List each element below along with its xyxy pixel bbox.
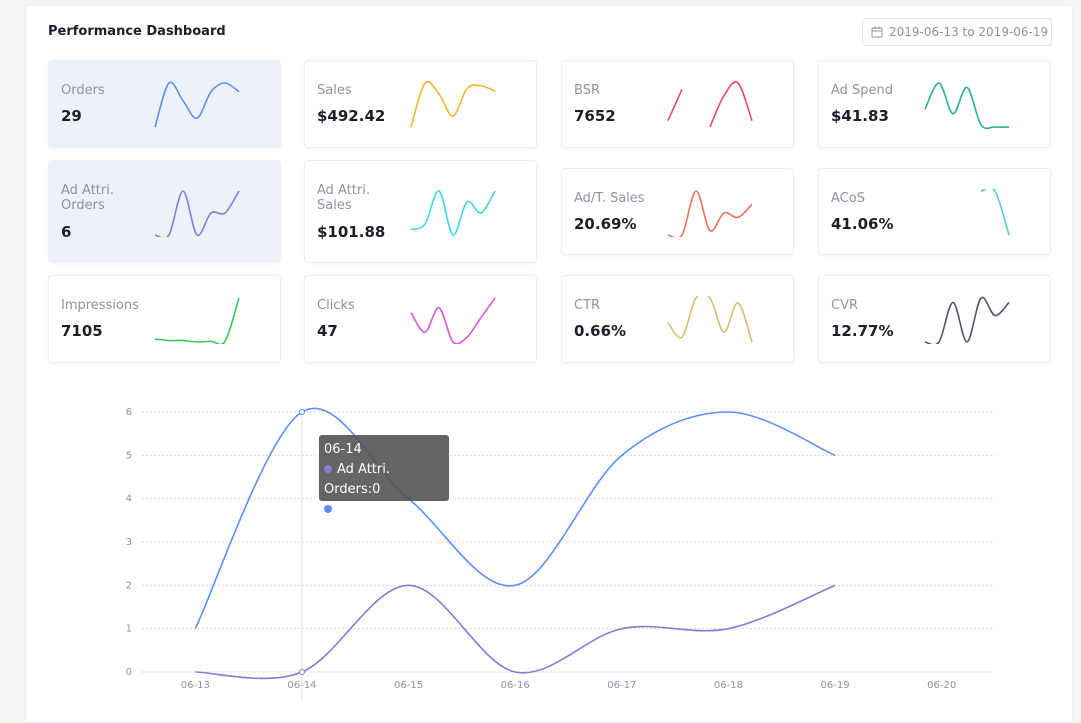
tooltip: 06-14 Ad Attri. Orders:0 Orders:6 — [319, 435, 449, 517]
metric-card[interactable]: CTR 0.66% — [561, 275, 794, 363]
metric-card[interactable]: Impressions 7105 — [48, 275, 281, 363]
sparkline-path — [667, 189, 753, 237]
chart: 0 1 2 3 4 5 6 06-13 06-14 06-15 06-16 06-17 06-18 06-… — [126, 407, 995, 700]
sparkline — [154, 297, 240, 344]
y-tick-label: 2 — [126, 580, 132, 591]
sparkline-path — [410, 189, 496, 236]
sparkline — [980, 188, 1010, 235]
metric-value: $101.88 — [317, 223, 386, 241]
date-range-text: 2019-06-13 to 2019-06-19 — [889, 25, 1049, 39]
x-tick-label: 06-13 — [181, 680, 210, 691]
metric-card[interactable]: Orders 29 — [48, 60, 281, 148]
sparkline — [154, 81, 240, 128]
metric-label: Ad Spend — [831, 83, 894, 98]
metric-card[interactable]: Ad/T. Sales 20.69% — [561, 168, 794, 255]
metric-value: 29 — [61, 107, 82, 125]
metric-value: 0.66% — [574, 322, 627, 340]
sparkline — [667, 296, 753, 343]
dashboard-title: Performance Dashboard — [48, 24, 226, 39]
y-tick-label: 3 — [126, 537, 132, 548]
sparkline-path — [154, 189, 240, 237]
sparkline — [154, 189, 240, 237]
metric-label: Sales — [317, 83, 352, 98]
metric-value: 47 — [317, 322, 338, 340]
metric-card[interactable]: BSR 7652 — [561, 60, 794, 148]
y-tick-label: 4 — [126, 494, 132, 505]
metric-label: Ad Attri. Sales — [317, 183, 370, 213]
y-tick-label: 5 — [126, 450, 132, 461]
hover-point — [298, 409, 305, 415]
sparkline — [924, 82, 1010, 129]
sparkline-path — [410, 297, 496, 344]
metric-card[interactable]: Ad Attri. Orders 6 — [48, 160, 281, 263]
metric-card[interactable]: Ad Spend $41.83 — [818, 60, 1051, 148]
metric-card[interactable]: Sales $492.42 — [304, 60, 537, 148]
tooltip-title: 06-14 — [324, 442, 362, 457]
tooltip-text: Orders:6 — [337, 502, 394, 517]
sparkline-path — [924, 296, 1010, 344]
date-range-picker[interactable]: 2019-06-13 to 2019-06-19 — [862, 18, 1052, 46]
metric-card[interactable]: CVR 12.77% — [818, 275, 1051, 363]
sparkline — [410, 81, 496, 128]
sparkline-path — [410, 81, 496, 128]
metric-label: CVR — [831, 298, 859, 313]
x-tick-label: 06-16 — [501, 680, 530, 691]
sparkline-path — [154, 81, 240, 128]
metric-value: 12.77% — [831, 322, 894, 340]
sparkline-path — [924, 82, 1010, 129]
metric-label: BSR — [574, 83, 600, 98]
y-tick-label: 6 — [126, 407, 132, 418]
sparkline-path — [667, 81, 753, 128]
x-tick-label: 06-18 — [714, 680, 743, 691]
sparkline-path — [154, 297, 240, 344]
metric-card[interactable]: Clicks 47 — [304, 275, 537, 363]
tooltip-item: Ad Attri. Orders:0 — [324, 460, 444, 500]
y-tick-label: 1 — [126, 624, 132, 635]
sparkline — [667, 189, 753, 237]
sparkline-path — [667, 296, 753, 343]
x-tick-label: 06-19 — [821, 680, 850, 691]
x-tick-label: 06-15 — [394, 680, 423, 691]
metric-label: Impressions — [61, 298, 139, 313]
metric-label: Ad Attri. Orders — [61, 183, 114, 213]
tooltip-item: Orders:6 — [324, 500, 444, 520]
series-line — [195, 584, 836, 680]
calendar-icon — [871, 26, 883, 38]
metric-label: Orders — [61, 83, 105, 98]
metric-label: Clicks — [317, 298, 355, 313]
metric-value: 7105 — [61, 322, 103, 340]
sparkline-path — [980, 188, 1010, 235]
metric-label: ACoS — [831, 191, 865, 206]
metric-value: 7652 — [574, 107, 616, 125]
tooltip-dot — [324, 505, 332, 513]
series-line — [194, 407, 836, 630]
x-tick-label: 06-17 — [607, 680, 636, 691]
metric-value: 6 — [61, 223, 72, 241]
sparkline — [410, 189, 496, 236]
y-tick-label: 0 — [126, 667, 132, 678]
metric-value: 20.69% — [574, 215, 637, 233]
metric-card[interactable]: ACoS 41.06% — [818, 168, 1051, 255]
x-tick-label: 06-20 — [927, 680, 956, 691]
metric-value: $492.42 — [317, 107, 386, 125]
tooltip-dot — [324, 465, 332, 473]
metric-card[interactable]: Ad Attri. Sales $101.88 — [304, 160, 537, 263]
hover-point — [298, 669, 305, 675]
sparkline — [667, 81, 753, 128]
metric-value: $41.83 — [831, 107, 889, 125]
sparkline — [410, 297, 496, 344]
metric-label: CTR — [574, 298, 601, 313]
tooltip-text: Ad Attri. Orders:0 — [324, 462, 390, 497]
sparkline — [924, 296, 1010, 344]
metric-label: Ad/T. Sales — [574, 191, 645, 206]
metric-value: 41.06% — [831, 215, 894, 233]
